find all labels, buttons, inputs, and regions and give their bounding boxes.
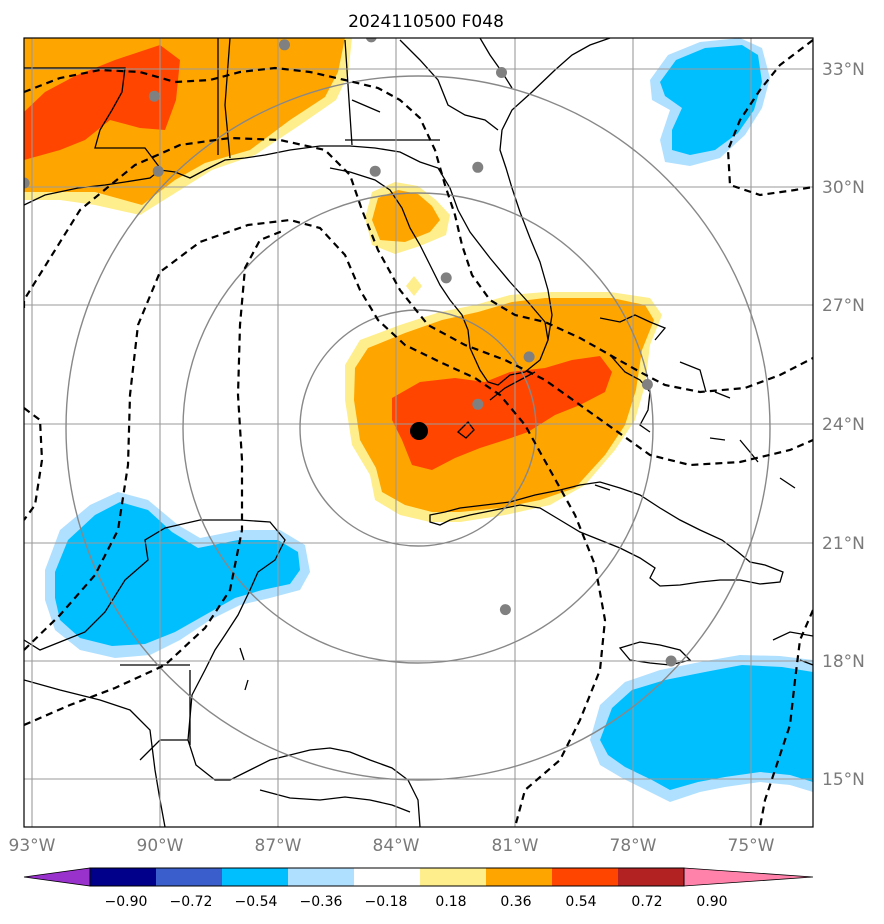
contour-line-1 <box>24 66 813 394</box>
colorbar-segment <box>90 868 156 886</box>
east-coast-upper-line <box>479 38 513 89</box>
anomaly-fill-0p36-tampa <box>372 190 440 242</box>
anomaly-fill-0p54-main <box>392 356 612 470</box>
contour-line-2 <box>24 136 813 467</box>
colorbar-tick-label: 0.18 <box>435 894 466 910</box>
range-rings <box>65 75 771 781</box>
storm-center-marker <box>410 422 428 440</box>
cuba-coast-line <box>429 481 784 587</box>
colorbar-tick-label: 0.72 <box>631 894 662 910</box>
station-marker <box>279 39 290 51</box>
station-marker <box>523 351 535 363</box>
lat-tick-label: 24°N <box>822 415 865 435</box>
colorbar-frame <box>89 867 685 887</box>
colorbar-segment <box>156 868 222 886</box>
isle-of-youth-line <box>457 421 475 439</box>
colorbar-segment <box>420 868 486 886</box>
colorbar-segment <box>288 868 354 886</box>
colorbar-tick-label: −0.90 <box>105 894 148 910</box>
station-marker <box>24 177 30 189</box>
coastlines-and-borders <box>24 38 813 827</box>
anomaly-fill-0p54-north <box>24 45 180 160</box>
colorbar-segment <box>552 868 618 886</box>
station-marker <box>369 165 381 177</box>
station-marker <box>496 67 507 78</box>
lat-tick-label: 33°N <box>822 60 865 80</box>
central-america-border-line <box>24 664 191 827</box>
station-marker <box>472 398 484 410</box>
colorbar-segment <box>618 868 684 886</box>
lon-tick-label: 93°W <box>9 836 56 856</box>
honduras-coast-line <box>259 789 411 813</box>
lat-tick-label: 27°N <box>822 296 865 316</box>
lat-tick-label: 15°N <box>822 770 865 790</box>
station-marker <box>499 604 511 616</box>
lat-tick-label: 30°N <box>822 178 865 198</box>
contour-line-3 <box>24 407 44 521</box>
atlantic-inland-line <box>399 39 499 131</box>
lon-tick-label: 90°W <box>137 836 184 856</box>
colorbar-tick-label: −0.72 <box>170 894 213 910</box>
colorbar-extend-high <box>683 867 814 887</box>
colorbar-extend-low <box>23 867 91 887</box>
yucatan-coast-line <box>24 519 421 827</box>
map-plot-area <box>24 38 813 827</box>
range-ring-9deg <box>65 75 771 781</box>
colorbar-tick-label: −0.18 <box>365 894 408 910</box>
colorbar-tick-label: −0.54 <box>235 894 278 910</box>
map-title: 2024110500 F048 <box>348 12 504 32</box>
contour-line-7 <box>758 609 813 827</box>
station-marker <box>152 165 164 177</box>
lon-tick-label: 84°W <box>373 836 420 856</box>
contour-line-4 <box>24 218 607 827</box>
colorbar-tick-label: 0.54 <box>565 894 596 910</box>
contour-line-6 <box>726 39 813 197</box>
lon-tick-label: 78°W <box>610 836 657 856</box>
map-frame <box>23 37 814 828</box>
colorbar-segment <box>354 868 420 886</box>
lon-tick-label: 87°W <box>255 836 302 856</box>
lat-tick-label: 21°N <box>822 534 865 554</box>
anomaly-fill-neg0p36-atlantic <box>660 45 762 155</box>
station-marker <box>365 38 377 43</box>
latitude-tick-labels: 33°N 30°N 27°N 24°N 21°N 18°N 15°N <box>822 60 865 790</box>
bahamas-line-2 <box>594 361 796 491</box>
colorbar-tick-label: 0.90 <box>696 894 727 910</box>
station-marker <box>148 90 160 102</box>
station-marker <box>472 161 484 173</box>
positive-anomaly-shading <box>24 38 662 522</box>
colorbar-segment <box>486 868 552 886</box>
atlantic-coast-line <box>499 38 611 341</box>
station-marker <box>665 655 677 667</box>
station-markers <box>24 38 677 667</box>
longitude-tick-labels: 93°W 90°W 87°W 84°W 81°W 78°W 75°W <box>9 836 775 856</box>
range-ring-3deg <box>299 309 537 547</box>
contour-line-5 <box>24 228 286 727</box>
range-ring-6deg <box>182 192 654 664</box>
negative-anomaly-shading <box>45 38 813 802</box>
colorbar-segment <box>222 868 288 886</box>
station-marker <box>641 379 653 390</box>
anomaly-fill-neg0p36-caribbean <box>600 665 813 790</box>
lon-tick-label: 81°W <box>492 836 539 856</box>
colorbar-tick-label: −0.36 <box>300 894 343 910</box>
colorbar-tick-label: 0.36 <box>500 894 531 910</box>
station-marker <box>440 272 452 284</box>
dashed-contours <box>24 39 813 827</box>
gulf-coast-line <box>24 145 549 386</box>
colorbar: −0.90 −0.72 −0.54 −0.36 −0.18 0.18 0.36 … <box>23 867 814 910</box>
state-border-line <box>24 38 440 169</box>
lat-tick-label: 18°N <box>822 652 865 672</box>
yucatan-islands-line <box>239 647 249 691</box>
lon-tick-label: 75°W <box>728 836 775 856</box>
anomaly-fill-0p18-small <box>406 276 422 296</box>
